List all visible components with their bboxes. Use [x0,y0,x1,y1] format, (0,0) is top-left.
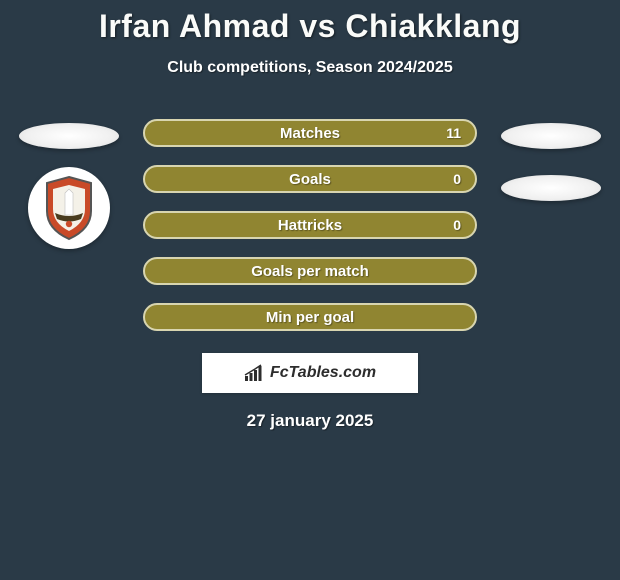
season-subtitle: Club competitions, Season 2024/2025 [0,59,620,77]
stat-label: Goals per match [251,263,369,280]
stats-area: Matches 11 Goals 0 Hattricks 0 Goals per… [0,119,620,331]
stat-row-goals: Goals 0 [143,165,477,193]
player-ellipse-right-2 [501,175,601,201]
stat-value: 11 [446,125,461,141]
player-ellipse-right-1 [501,123,601,149]
chart-icon [244,364,264,382]
shield-icon [41,175,97,241]
stat-label: Matches [280,125,340,142]
stat-row-matches: Matches 11 [143,119,477,147]
stat-value: 0 [453,217,461,233]
stat-row-hattricks: Hattricks 0 [143,211,477,239]
date-text: 27 january 2025 [0,411,620,431]
stat-label: Min per goal [266,309,354,326]
player-ellipse-left [19,123,119,149]
stat-rows: Matches 11 Goals 0 Hattricks 0 Goals per… [143,119,477,331]
source-logo: FcTables.com [202,353,418,393]
stat-label: Hattricks [278,217,342,234]
club-badge-left [28,167,110,249]
stat-label: Goals [289,171,331,188]
stat-value: 0 [453,171,461,187]
left-player-column [19,119,119,249]
stat-row-goals-per-match: Goals per match [143,257,477,285]
comparison-title: Irfan Ahmad vs Chiakklang [0,8,620,45]
source-logo-text: FcTables.com [270,364,376,382]
stat-row-min-per-goal: Min per goal [143,303,477,331]
right-player-column [501,119,601,201]
